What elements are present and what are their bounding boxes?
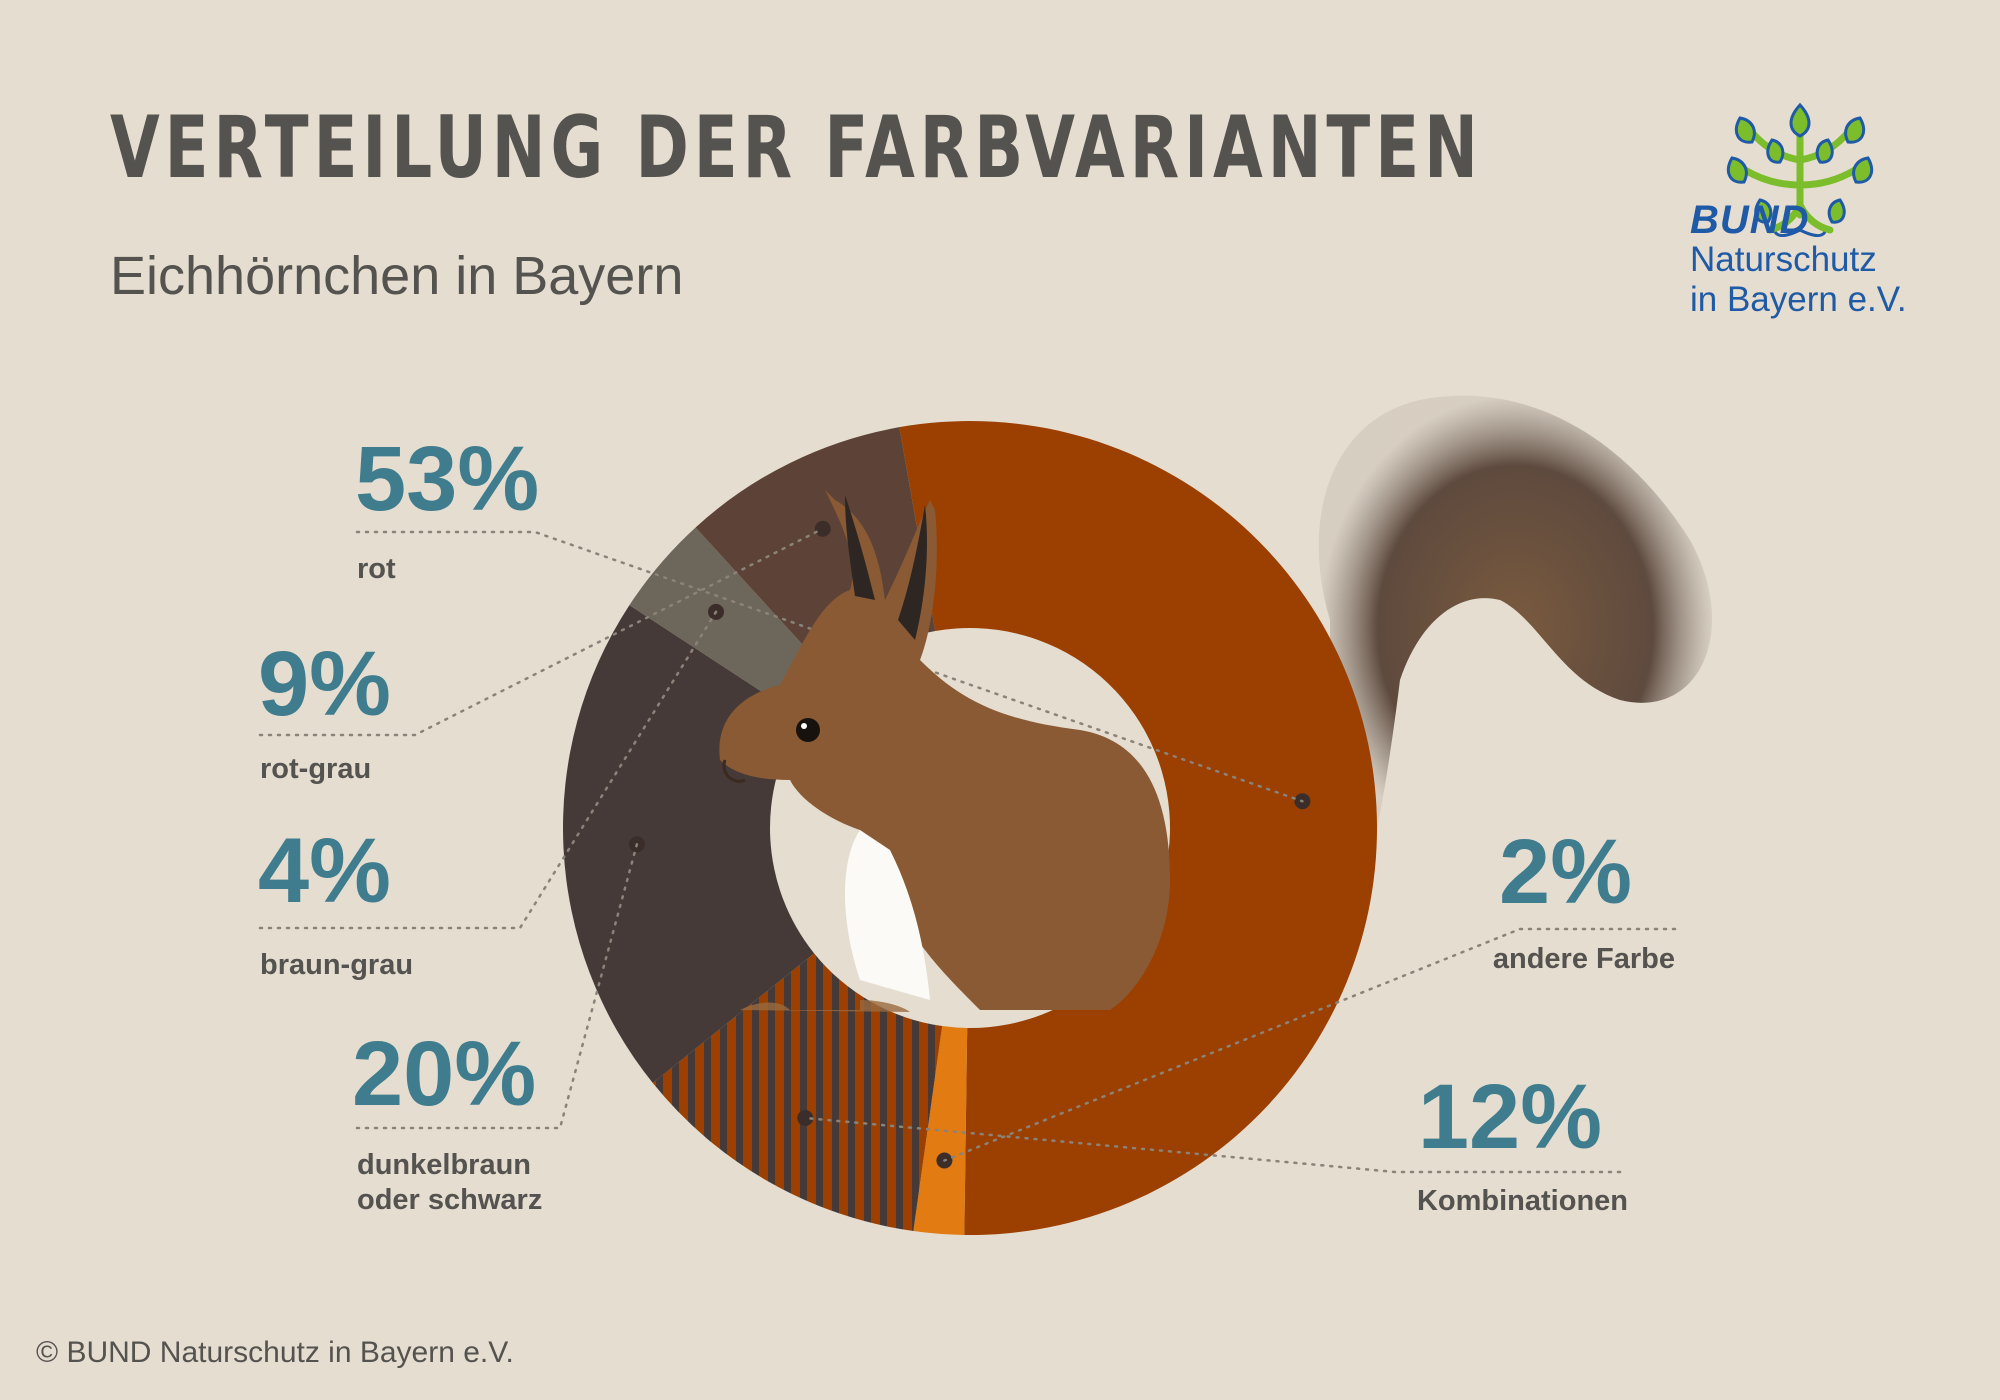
slice-percent-rot-grau: 9% (258, 633, 391, 735)
tree-logo-icon (1727, 102, 1873, 237)
chart-subtitle: Eichhörnchen in Bayern (110, 246, 684, 306)
copyright-text: © BUND Naturschutz in Bayern e.V. (36, 1336, 514, 1369)
squirrel-tail (1318, 395, 1713, 860)
slice-marker-dot-2 (797, 1109, 814, 1126)
donut-slice-2 (652, 953, 943, 1232)
leader-line-0 (355, 530, 1304, 803)
leader-line-2 (804, 1116, 1622, 1174)
logo-line-2: Naturschutz (1690, 240, 1877, 279)
slice-percent-rot: 53% (355, 428, 540, 530)
logo-text: BUND Naturschutz in Bayern e.V. (1690, 200, 1907, 320)
leader-line-1 (943, 927, 1677, 1162)
donut-slice-4 (629, 527, 836, 719)
donut-slice-0 (899, 421, 1378, 1235)
slice-label-dunkelbraun: dunkelbraun oder schwarz (357, 1149, 543, 1216)
leader-line-4 (258, 610, 718, 930)
slice-label-rot-grau: rot-grau (260, 753, 372, 785)
slice-marker-dot-5 (814, 520, 831, 537)
slice-percent-braun-grau: 4% (258, 820, 391, 922)
slice-label-kombinationen: Kombinationen (1416, 1185, 1628, 1217)
leader-line-5 (258, 527, 825, 737)
squirrel-photo (719, 490, 1170, 1012)
logo-bund: BUND (1690, 198, 1810, 242)
donut-slice-1 (913, 1026, 968, 1235)
logo-line-3: in Bayern e.V. (1690, 280, 1907, 319)
slice-label-andere-farbe: andere Farbe (1492, 943, 1675, 975)
slice-label-braun-grau: braun-grau (260, 949, 414, 981)
slice-percent-dunkelbraun: 20% (352, 1023, 537, 1125)
slice-percent-kombinationen: 12% (1417, 1066, 1602, 1168)
leader-line-3 (355, 843, 639, 1130)
slice-percent-andere-farbe: 2% (1499, 821, 1632, 923)
chart-title: VERTEILUNG DER FARBVARIANTEN (110, 98, 1483, 198)
slice-label-rot: rot (357, 553, 396, 585)
